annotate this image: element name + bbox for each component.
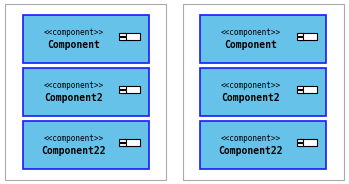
Text: <<component>>: <<component>> xyxy=(43,81,103,90)
Text: <<component>>: <<component>> xyxy=(43,134,103,143)
Text: Component22: Component22 xyxy=(41,146,106,156)
Bar xyxy=(200,15,326,63)
Bar xyxy=(200,68,326,116)
Text: Component22: Component22 xyxy=(218,146,283,156)
Bar xyxy=(183,4,344,180)
Bar xyxy=(300,33,317,40)
Bar xyxy=(5,4,166,180)
Text: Component2: Component2 xyxy=(44,93,103,103)
Text: <<component>>: <<component>> xyxy=(221,134,281,143)
Bar xyxy=(297,139,303,142)
Bar xyxy=(297,37,303,40)
Bar xyxy=(123,139,140,146)
Bar xyxy=(123,33,140,40)
Bar xyxy=(23,68,149,116)
Bar xyxy=(297,86,303,89)
Bar xyxy=(119,90,126,93)
Bar xyxy=(119,139,126,142)
Bar xyxy=(23,121,149,169)
Bar xyxy=(123,86,140,93)
Bar xyxy=(297,33,303,36)
Bar xyxy=(300,86,317,93)
Text: <<component>>: <<component>> xyxy=(43,28,103,37)
Bar xyxy=(119,33,126,36)
Text: Component2: Component2 xyxy=(221,93,280,103)
Bar xyxy=(297,90,303,93)
Bar xyxy=(297,143,303,146)
Bar xyxy=(119,37,126,40)
Text: Component: Component xyxy=(47,40,100,50)
Text: Component: Component xyxy=(224,40,277,50)
Bar xyxy=(23,15,149,63)
Bar xyxy=(119,86,126,89)
Bar xyxy=(300,139,317,146)
Bar xyxy=(119,143,126,146)
Text: <<component>>: <<component>> xyxy=(221,28,281,37)
Bar xyxy=(200,121,326,169)
Text: <<component>>: <<component>> xyxy=(221,81,281,90)
